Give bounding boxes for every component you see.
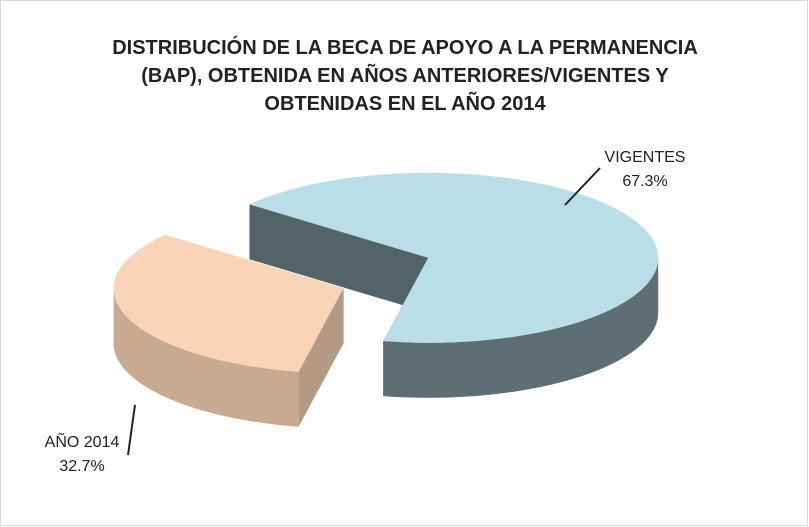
leader-line	[564, 167, 601, 206]
pie-slice	[113, 234, 344, 372]
slice-value-label: 32.7%	[59, 458, 104, 475]
slice-value-label: 67.3%	[622, 173, 667, 190]
leader-line	[127, 404, 136, 456]
slice-side	[249, 204, 429, 313]
slice-label: VIGENTES	[605, 149, 686, 166]
chart-title: DISTRIBUCIÓN DE LA BECA DE APOYO A LA PE…	[112, 37, 698, 115]
pie-slice	[249, 172, 659, 343]
slice-wall	[383, 257, 659, 398]
slice-label: AÑO 2014	[45, 431, 120, 451]
slice-wall	[113, 288, 299, 427]
